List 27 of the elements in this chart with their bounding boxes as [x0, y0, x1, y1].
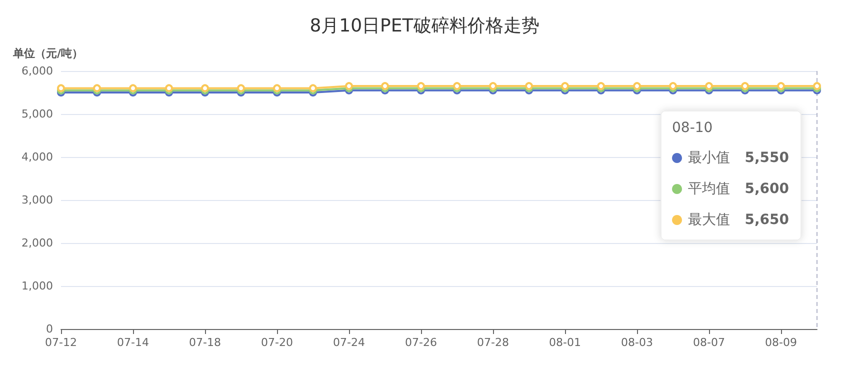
y-tick-label: 2,000: [22, 236, 53, 250]
annotation: 5,550: [744, 150, 790, 166]
y-tick-label: 6,000: [22, 64, 53, 78]
annotation: 5,600: [744, 181, 790, 197]
legend-label: 最大值: [688, 212, 730, 228]
x-tick-label: 07-20: [261, 336, 293, 349]
y-tick-label: 3,000: [22, 194, 53, 206]
annotation: 5,650: [744, 212, 790, 228]
x-tick-label: 08-01: [549, 336, 581, 349]
x-tick-label: 07-18: [189, 336, 221, 349]
legend-label: 最小值: [688, 150, 730, 166]
x-tick-label: 08-03: [621, 336, 653, 349]
x-tick-label: 07-26: [405, 336, 437, 349]
x-tick-label: 07-12: [45, 336, 77, 349]
x-tick-label: 07-14: [117, 336, 149, 349]
y-tick-label: 0: [46, 322, 53, 336]
x-tick-label: 07-28: [477, 336, 509, 349]
y-tick-label: 4,000: [22, 150, 53, 164]
y-axis-title: 单位（元/吨）: [12, 47, 84, 60]
annotation: 08-10: [672, 120, 713, 136]
legend-label: 平均值: [688, 181, 730, 197]
chart-title: 8月10日PET破碎料价格走势: [310, 16, 540, 36]
x-tick-label: 08-09: [765, 336, 797, 349]
x-tick-label: 08-07: [693, 336, 725, 349]
y-tick-label: 1,000: [22, 280, 53, 292]
x-tick-label: 07-24: [333, 336, 365, 349]
y-tick-label: 5,000: [22, 108, 53, 120]
